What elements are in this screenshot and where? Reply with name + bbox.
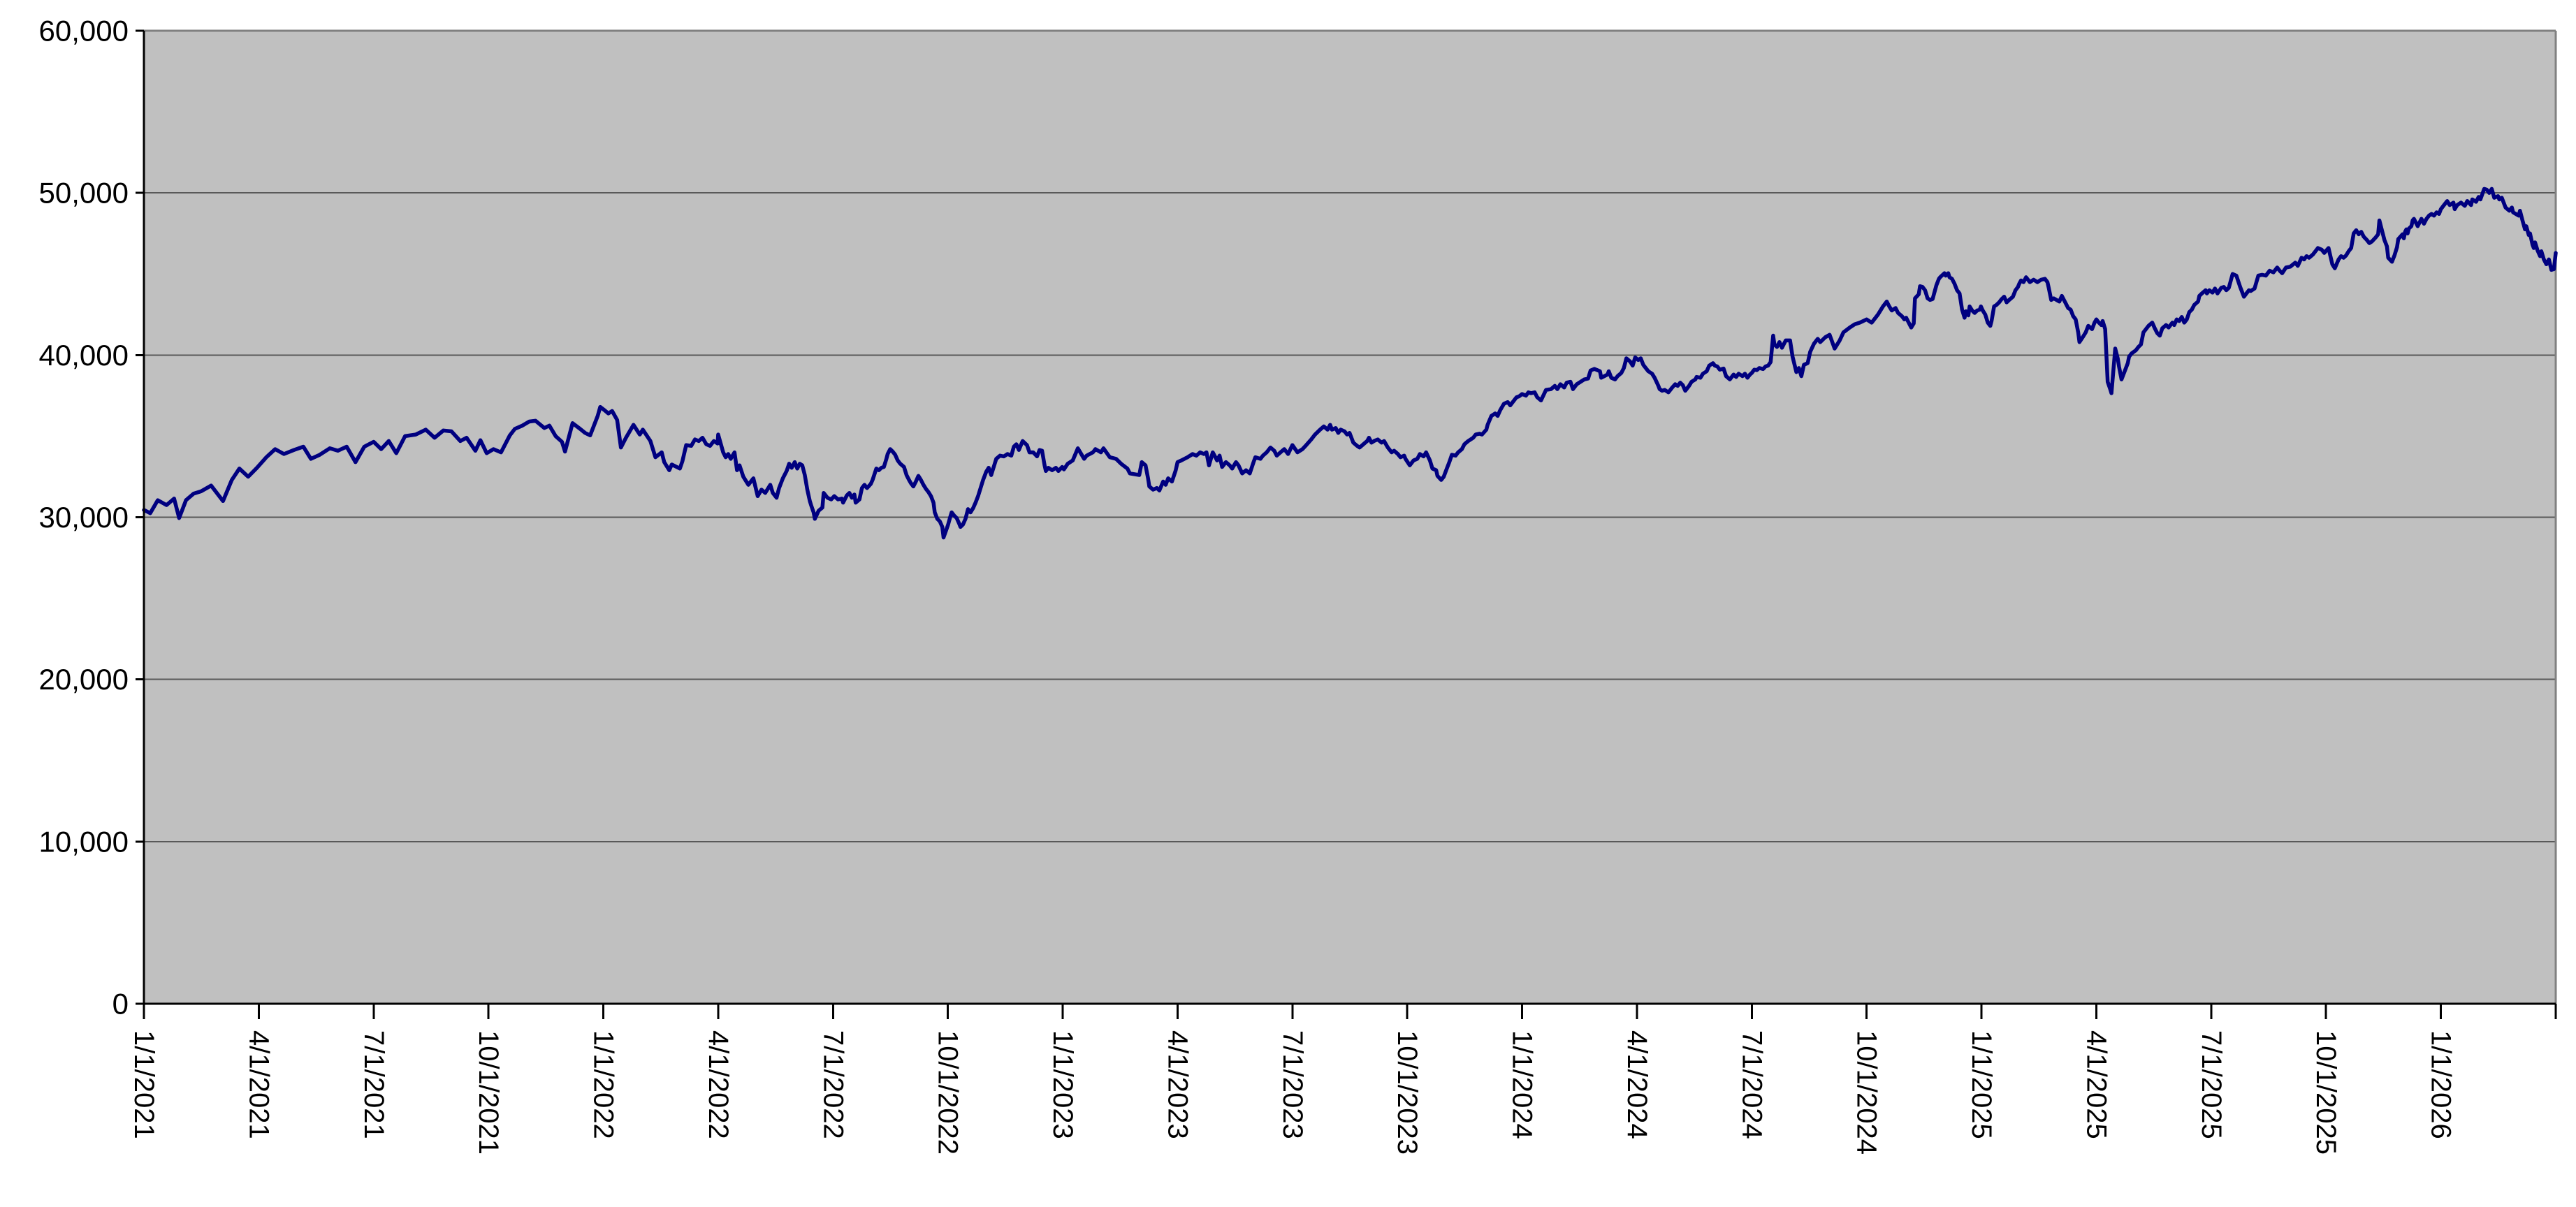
x-tick-label: 1/1/2025 <box>1966 1030 1997 1139</box>
y-tick-label: 0 <box>112 988 129 1021</box>
y-tick-label: 10,000 <box>39 825 129 858</box>
x-tick-label: 1/1/2023 <box>1047 1030 1078 1139</box>
x-tick-label: 10/1/2023 <box>1392 1030 1422 1155</box>
y-tick-label: 50,000 <box>39 177 129 210</box>
series-line <box>142 186 2558 540</box>
x-tick-label: 1/1/2021 <box>129 1030 159 1139</box>
x-tick-label: 1/1/2026 <box>2426 1030 2457 1139</box>
x-tick-label: 7/1/2021 <box>358 1030 389 1139</box>
x-tick-label: 10/1/2022 <box>933 1030 963 1155</box>
y-tick-label: 60,000 <box>39 15 129 47</box>
x-tick-label: 4/1/2025 <box>2081 1030 2111 1139</box>
y-tick-label: 30,000 <box>39 501 129 534</box>
x-tick-label: 1/1/2022 <box>588 1030 619 1139</box>
y-tick-label: 40,000 <box>39 339 129 372</box>
x-tick-label: 4/1/2021 <box>243 1030 274 1139</box>
x-tick-label: 7/1/2025 <box>2196 1030 2227 1139</box>
x-tick-label: 10/1/2024 <box>1851 1030 1882 1155</box>
x-tick-label: 4/1/2024 <box>1622 1030 1652 1139</box>
x-tick-label: 4/1/2022 <box>703 1030 734 1139</box>
x-tick-label: 1/1/2024 <box>1507 1030 1538 1139</box>
x-tick-label: 7/1/2024 <box>1736 1030 1767 1139</box>
x-tick-label: 7/1/2022 <box>817 1030 848 1139</box>
x-tick-label: 4/1/2023 <box>1162 1030 1193 1139</box>
x-tick-label: 10/1/2025 <box>2311 1030 2341 1155</box>
x-tick-label: 10/1/2021 <box>473 1030 504 1155</box>
x-tick-label: 7/1/2023 <box>1277 1030 1308 1139</box>
y-tick-label: 20,000 <box>39 663 129 696</box>
